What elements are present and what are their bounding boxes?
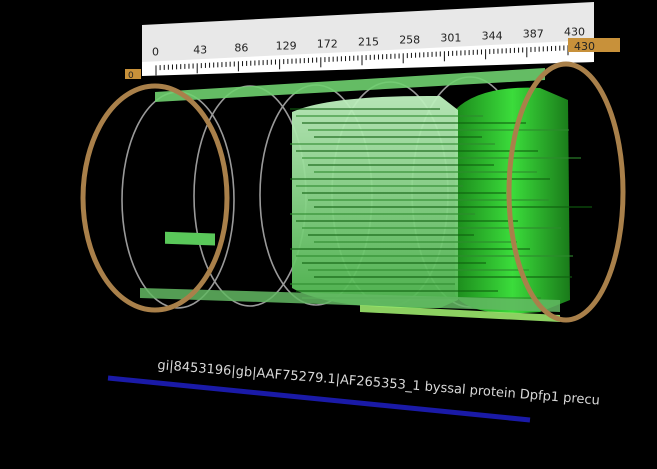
ruler-tick-labels: 0 43 86 129 172 215 258 301 344 387 430: [152, 25, 585, 58]
hit-stripes: [290, 108, 592, 299]
ruler-tick-label: 172: [317, 37, 338, 50]
hit-stripe: [290, 283, 455, 285]
ruler-tick-label: 301: [440, 31, 461, 44]
hit-stripe: [308, 199, 549, 201]
sequence-ruler: 0 43 86 129 172 215 258 301 344 387 430 0 430: [125, 2, 620, 81]
cylinder-start-ring: [80, 83, 230, 313]
hit-stripe: [290, 213, 475, 215]
hit-stripe: [290, 178, 550, 180]
hit-bottom-band[interactable]: [140, 288, 560, 312]
ruler-end-label: 430: [574, 40, 595, 53]
hit-stripe: [296, 150, 538, 152]
ruler-tick-label: 129: [276, 39, 297, 52]
hit-stripe: [308, 164, 494, 166]
hit-stripe: [314, 136, 482, 138]
hit-stripe: [290, 143, 495, 145]
ruler-tick-label: 215: [358, 35, 379, 48]
alignment-hits[interactable]: [140, 68, 592, 322]
hit-stripe: [308, 234, 474, 236]
hit-stripe: [296, 220, 518, 222]
ruler-tick-label: 387: [523, 27, 544, 40]
ruler-end-tab[interactable]: [568, 38, 620, 52]
hit-stripe: [308, 129, 569, 131]
hit-stripe: [302, 262, 486, 264]
ruler-bottom-strip: [142, 40, 594, 76]
hit-stripe: [296, 185, 463, 187]
ruler-tick-label: 0: [152, 45, 159, 58]
hit-stripe: [308, 269, 529, 271]
query-sequence-bar[interactable]: [107, 375, 531, 423]
hit-stripe: [314, 276, 572, 278]
hit-stripe: [302, 227, 561, 229]
hit-stripe: [314, 241, 517, 243]
hit-top-band[interactable]: [155, 68, 545, 102]
hit-stripe: [314, 171, 537, 173]
hit-stripe: [290, 108, 440, 110]
hit-stripe: [296, 255, 573, 257]
ruler-tick-label: 344: [482, 29, 503, 42]
hit-stripe: [314, 206, 592, 208]
hit-isolated[interactable]: [165, 231, 215, 246]
hit-bottom-band[interactable]: [360, 305, 560, 322]
hit-stripe: [296, 290, 498, 292]
ruler-tick-label: 43: [193, 43, 207, 56]
hit-stripe: [296, 115, 483, 117]
ruler-start-tab[interactable]: [125, 69, 141, 79]
cylinder-end-ring: [506, 61, 626, 323]
hit-stripe: [290, 248, 530, 250]
hit-stripe: [302, 157, 581, 159]
hit-stripe: [302, 192, 506, 194]
cylinder-ring: [121, 91, 235, 309]
hit-stripe: [302, 122, 526, 124]
ruler-tick-label: 258: [399, 33, 420, 46]
ruler-tick-label: 86: [234, 41, 248, 54]
ruler-tick-label: 430: [564, 25, 585, 38]
ruler-start-label: 0: [128, 71, 134, 81]
